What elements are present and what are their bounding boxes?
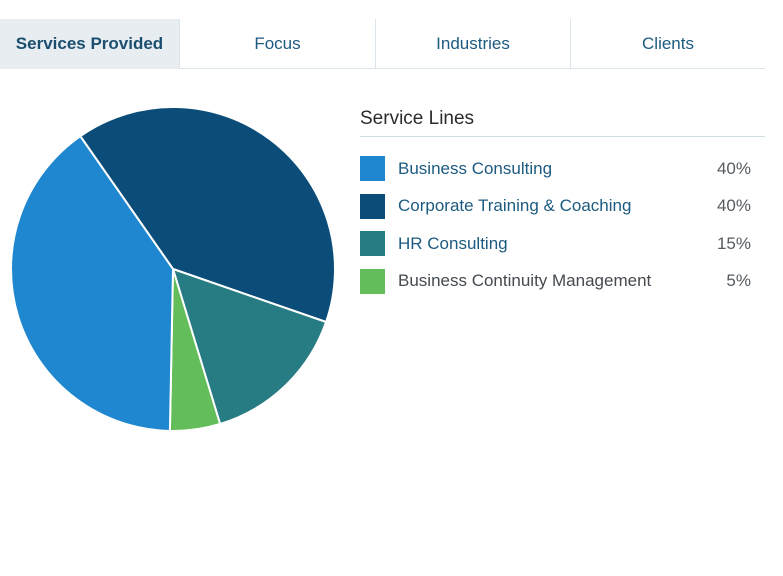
legend-swatch <box>360 268 385 294</box>
legend-label: HR Consulting <box>398 233 508 253</box>
tab-focus[interactable]: Focus <box>180 19 376 69</box>
legend-list: Business Consulting 40% Corporate Traini… <box>360 150 765 300</box>
pie-chart-container <box>8 104 338 434</box>
legend-swatch <box>360 193 385 219</box>
legend: Service Lines Business Consulting 40% Co… <box>360 108 765 300</box>
legend-value: 15% <box>716 233 751 253</box>
tab-clients[interactable]: Clients <box>642 34 694 53</box>
legend-label: Business Continuity Management <box>398 271 652 291</box>
pie-slice-hr-consulting <box>171 267 328 426</box>
legend-item: HR Consulting 15% <box>360 225 765 263</box>
pie-chart <box>10 106 336 432</box>
legend-label: Corporate Training & Coaching <box>398 196 632 216</box>
legend-swatch <box>360 156 385 182</box>
tab-services-provided[interactable]: Services Provided <box>0 19 180 69</box>
tab-industries[interactable]: Industries <box>376 19 571 69</box>
pie-slice-corporate-training <box>78 106 336 324</box>
legend-value: 40% <box>716 196 751 216</box>
legend-item: Corporate Training & Coaching 40% <box>360 188 765 226</box>
legend-label: Business Consulting <box>398 158 553 178</box>
legend-item: Business Consulting 40% <box>360 150 765 188</box>
legend-swatch <box>360 231 385 257</box>
pie-slice-business-consulting <box>10 134 175 432</box>
tab-bar: Services Provided Focus Industries Clien… <box>0 19 765 69</box>
legend-value: 5% <box>726 271 751 291</box>
legend-item: Business Continuity Management 5% <box>360 263 765 301</box>
legend-title: Service Lines <box>360 108 765 137</box>
legend-value: 40% <box>716 158 751 178</box>
